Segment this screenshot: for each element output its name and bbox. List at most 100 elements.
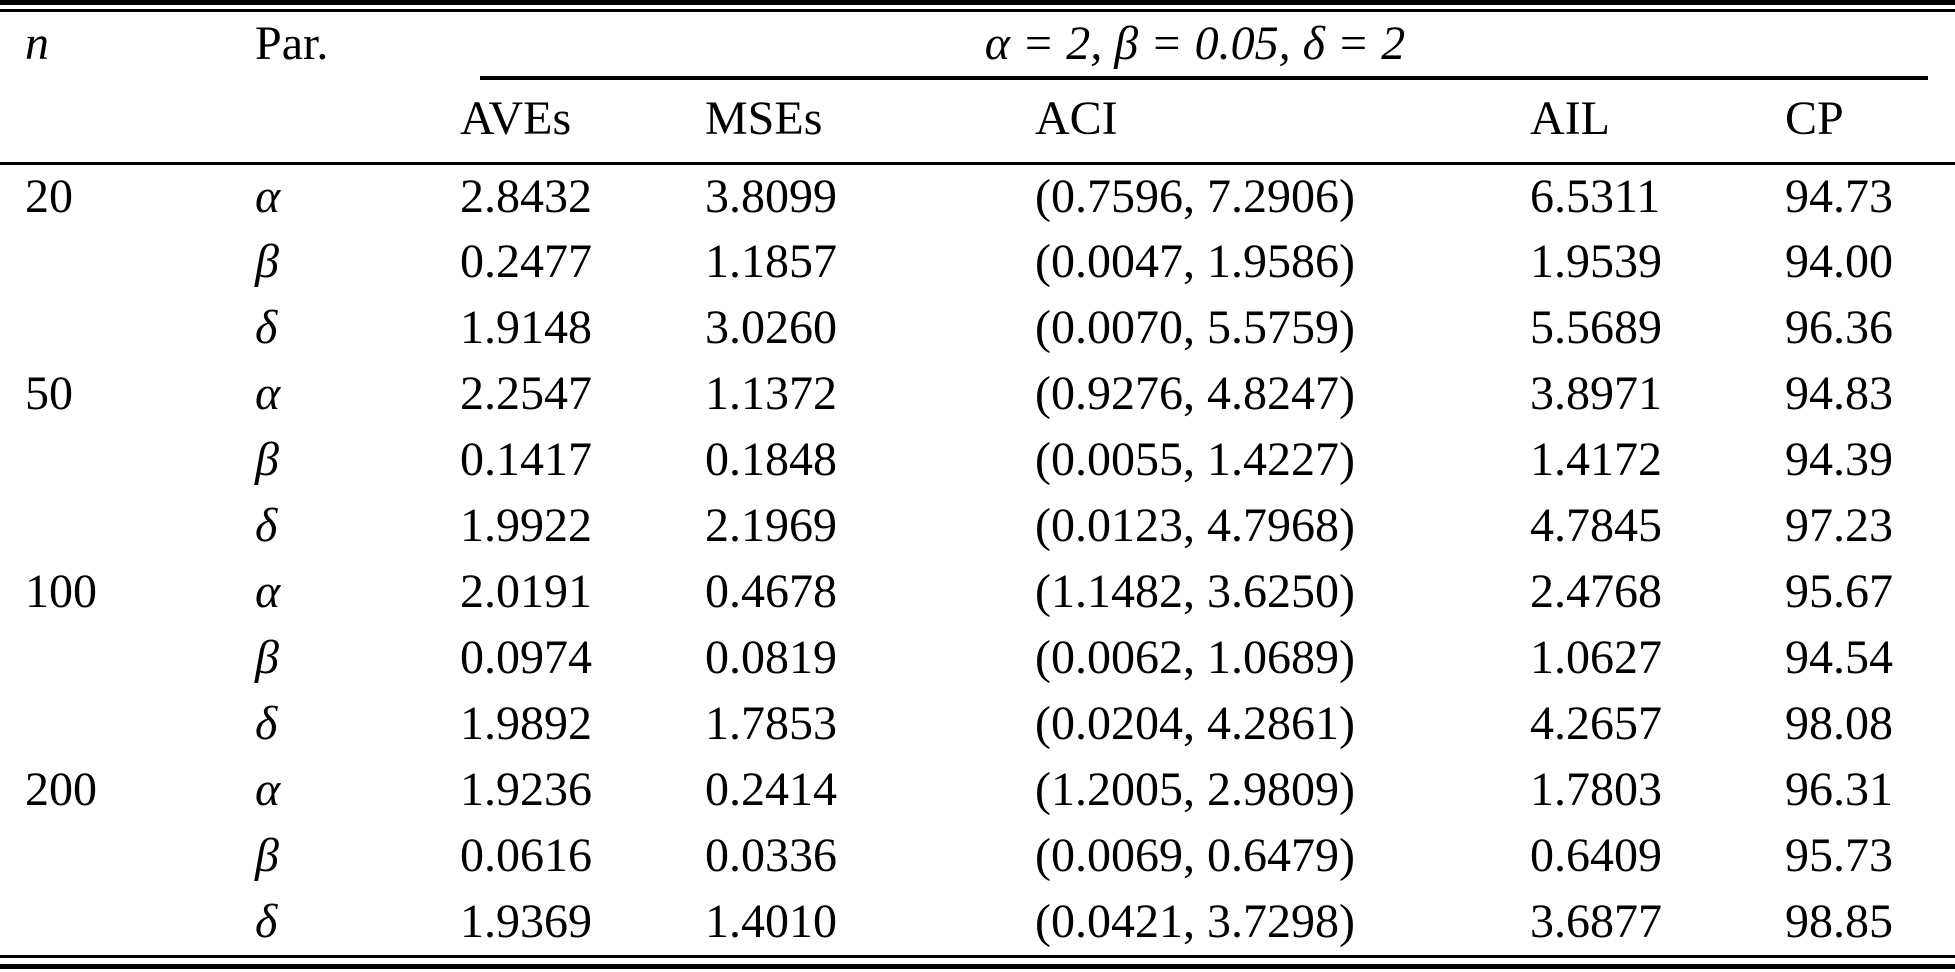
cell-mses: 0.4678 [705,565,837,618]
cell-par: β [255,235,279,288]
cell-ail: 6.5311 [1530,169,1661,223]
table-row: δ 1.9148 3.0260 (0.0070, 5.5759) 5.5689 96.36 [0,295,1955,361]
table-body: 20 α 2.8432 3.8099 (0.7596, 7.2906) 6.5311 94.… [0,163,1955,955]
cell-mses: 3.0260 [705,301,837,354]
cell-aci: (0.0069, 0.6479) [1035,829,1355,882]
cell-aves: 1.9922 [460,499,592,552]
header-row-stats: AVEs MSEs ACI AIL CP [0,76,1955,165]
cell-aci: (0.0204, 4.2861) [1035,697,1355,750]
header-aves: AVEs [435,76,680,165]
header-par: Par. [255,17,329,70]
cell-aci: (0.0070, 5.5759) [1035,301,1355,354]
table-row: δ 1.9369 1.4010 (0.0421, 3.7298) 3.6877 98.85 [0,889,1955,955]
cell-mses: 1.7853 [705,697,837,750]
table-bottom-rule-thick [0,964,1955,969]
cell-cp: 94.73 [1785,169,1893,223]
cell-aves: 0.2477 [460,235,592,288]
cell-n [0,295,230,361]
cell-aves: 2.2547 [460,367,592,420]
cell-mses: 2.1969 [705,499,837,552]
table-row: 200 α 1.9236 0.2414 (1.2005, 2.9809) 1.7803 96… [0,757,1955,823]
cell-aves: 0.1417 [460,433,592,486]
cell-cp: 94.00 [1785,235,1893,288]
cell-cp: 95.67 [1785,565,1893,618]
cell-mses: 0.0336 [705,829,837,882]
cell-aci: (0.0062, 1.0689) [1035,631,1355,684]
cell-aci: (1.1482, 3.6250) [1035,565,1355,618]
cell-par: β [255,829,279,882]
cell-cp: 94.39 [1785,433,1893,486]
cell-mses: 0.0819 [705,631,837,684]
cell-par: α [255,763,281,816]
cell-ail: 1.7803 [1530,763,1662,816]
table-header: n Par. α = 2, β = 0.05, δ = 2 AVEs MSEs … [0,12,1955,165]
table-row: δ 1.9922 2.1969 (0.0123, 4.7968) 4.7845 97.23 [0,493,1955,559]
cell-aci: (0.0123, 4.7968) [1035,499,1355,552]
table-row: 100 α 2.0191 0.4678 (1.1482, 3.6250) 2.4768 95… [0,559,1955,625]
cell-mses: 1.1857 [705,235,837,288]
cell-par: β [255,631,279,684]
cell-par: α [255,565,281,618]
cell-par: β [255,433,279,486]
cell-n [0,493,230,559]
cell-aci: (0.0055, 1.4227) [1035,433,1355,486]
cell-n [0,625,230,691]
header-row-top: n Par. α = 2, β = 0.05, δ = 2 [0,12,1955,76]
cell-par: δ [255,697,278,750]
table-top-rule-thick [0,0,1955,5]
cell-aci: (1.2005, 2.9809) [1035,763,1355,816]
cell-aci: (0.7596, 7.2906) [1035,169,1355,223]
table-row: δ 1.9892 1.7853 (0.0204, 4.2861) 4.2657 98.08 [0,691,1955,757]
table-row: 20 α 2.8432 3.8099 (0.7596, 7.2906) 6.5311 94.… [0,163,1955,229]
cell-ail: 4.7845 [1530,499,1662,552]
cell-n: 50 [25,367,73,420]
cell-n: 200 [25,763,97,816]
cell-ail: 2.4768 [1530,565,1662,618]
cell-ail: 5.5689 [1530,301,1662,354]
cell-par: α [255,367,281,420]
cell-aci: (0.9276, 4.8247) [1035,367,1355,420]
table-row: β 0.1417 0.1848 (0.0055, 1.4227) 1.4172 94.39 [0,427,1955,493]
header-cp: CP [1760,76,1955,165]
cell-ail: 3.8971 [1530,367,1662,420]
header-n: n [25,17,49,70]
cell-ail: 0.6409 [1530,829,1662,882]
cell-ail: 3.6877 [1530,895,1662,948]
cell-aves: 0.0974 [460,631,592,684]
cell-par: δ [255,301,278,354]
table-row: β 0.2477 1.1857 (0.0047, 1.9586) 1.9539 94.00 [0,229,1955,295]
header-aci: ACI [1010,76,1505,165]
cell-n: 100 [25,565,97,618]
cell-mses: 0.1848 [705,433,837,486]
cell-mses: 0.2414 [705,763,837,816]
header-parameter-setting: α = 2, β = 0.05, δ = 2 [984,17,1406,70]
cell-aves: 1.9236 [460,763,592,816]
cell-n [0,823,230,889]
cell-aves: 1.9892 [460,697,592,750]
cell-ail: 1.9539 [1530,235,1662,288]
cell-aves: 2.0191 [460,565,592,618]
cell-par: δ [255,499,278,552]
cell-n [0,427,230,493]
cell-cp: 98.85 [1785,895,1893,948]
cell-par: δ [255,895,278,948]
cell-ail: 4.2657 [1530,697,1662,750]
table-top-rule-thin [0,9,1955,12]
table-bottom-rule-thin [0,955,1955,958]
header-ail: AIL [1505,76,1760,165]
cell-mses: 1.1372 [705,367,837,420]
cell-ail: 1.4172 [1530,433,1662,486]
header-mses: MSEs [680,76,1010,165]
cell-n: 20 [25,169,73,223]
cell-mses: 3.8099 [705,169,837,223]
cell-cp: 94.54 [1785,631,1893,684]
cell-aci: (0.0047, 1.9586) [1035,235,1355,288]
cell-par: α [255,169,281,223]
cell-n [0,229,230,295]
cell-aves: 1.9148 [460,301,592,354]
cell-cp: 96.31 [1785,763,1893,816]
cell-aves: 0.0616 [460,829,592,882]
table-row: β 0.0974 0.0819 (0.0062, 1.0689) 1.0627 94.54 [0,625,1955,691]
cell-cp: 96.36 [1785,301,1893,354]
